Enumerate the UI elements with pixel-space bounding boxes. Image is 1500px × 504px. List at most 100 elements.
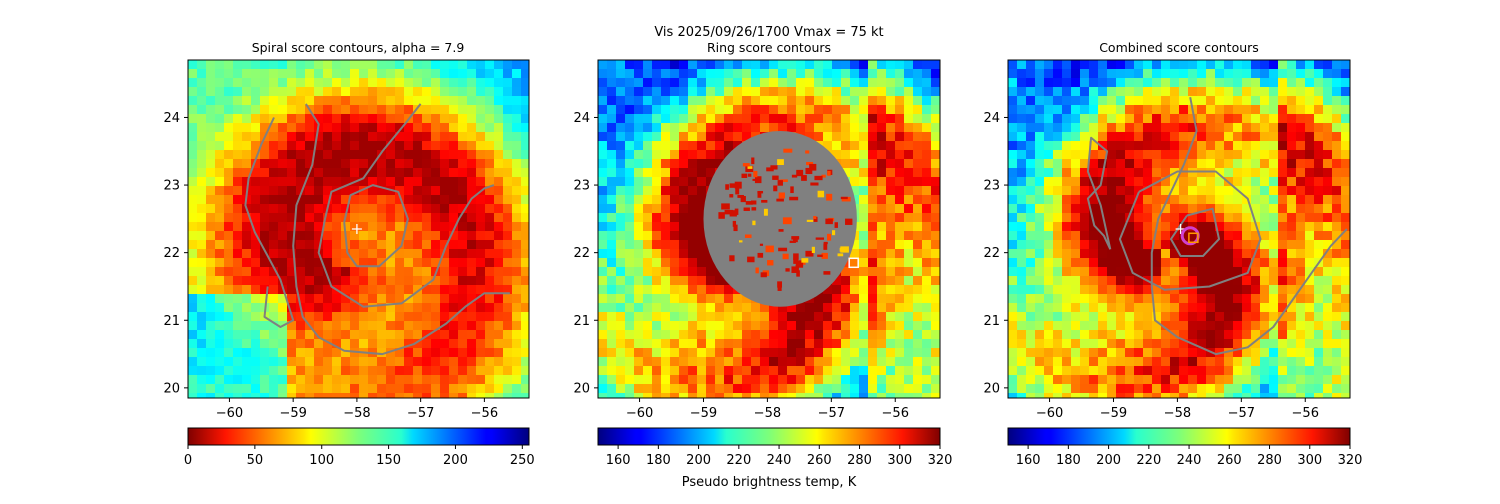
colorbar-tick-label: 200 xyxy=(443,453,468,468)
heatmap-cell xyxy=(895,132,905,142)
heatmap-cell xyxy=(413,195,423,205)
heatmap-cell xyxy=(1161,384,1171,394)
heatmap-cell xyxy=(850,87,860,97)
heatmap-cell xyxy=(1206,312,1216,322)
heatmap-cell xyxy=(1071,78,1081,88)
heatmap-cell xyxy=(1134,123,1144,133)
heatmap-cell xyxy=(1152,366,1162,376)
heatmap-cell xyxy=(841,276,851,286)
heatmap-cell xyxy=(1035,177,1045,187)
heatmap-cell xyxy=(278,150,288,160)
heatmap-cell xyxy=(1269,384,1279,394)
ring-score-hole xyxy=(793,253,799,260)
heatmap-cell xyxy=(512,321,522,331)
heatmap-cell xyxy=(305,96,315,106)
heatmap-cell xyxy=(1143,177,1153,187)
heatmap-cell xyxy=(625,96,635,106)
heatmap-cell xyxy=(670,258,680,268)
heatmap-cell xyxy=(413,366,423,376)
heatmap-cell xyxy=(413,348,423,358)
ring-score-hole xyxy=(740,196,746,203)
heatmap-cell xyxy=(278,267,288,277)
heatmap-cell xyxy=(332,213,342,223)
heatmap-cell xyxy=(1116,240,1126,250)
heatmap-cell xyxy=(832,276,842,286)
heatmap-cell xyxy=(1080,60,1090,70)
heatmap-cell xyxy=(1035,357,1045,367)
heatmap-cell xyxy=(1305,231,1315,241)
heatmap-cell xyxy=(1152,213,1162,223)
heatmap-cell xyxy=(494,105,504,115)
heatmap-cell xyxy=(1269,177,1279,187)
heatmap-cell xyxy=(206,96,216,106)
heatmap-cell xyxy=(386,348,396,358)
heatmap-cell xyxy=(224,168,234,178)
heatmap-cell xyxy=(1089,321,1099,331)
heatmap-cell xyxy=(1053,240,1063,250)
heatmap-cell xyxy=(1143,330,1153,340)
heatmap-cell xyxy=(206,141,216,151)
heatmap-cell xyxy=(931,330,940,340)
heatmap-cell xyxy=(715,150,725,160)
ring-score-hole xyxy=(791,236,800,240)
heatmap-cell xyxy=(1026,114,1036,124)
heatmap-cell xyxy=(476,303,486,313)
heatmap-cell xyxy=(305,330,315,340)
colorbar: 0 50 100 150 200 250 xyxy=(184,427,535,468)
heatmap-cell xyxy=(1152,312,1162,322)
heatmap-cell xyxy=(1233,375,1243,385)
heatmap-cell xyxy=(1044,186,1054,196)
heatmap-cell xyxy=(332,276,342,286)
heatmap-cell xyxy=(850,105,860,115)
heatmap-cell xyxy=(1053,195,1063,205)
heatmap-cell xyxy=(715,339,725,349)
heatmap-cell xyxy=(1287,78,1297,88)
heatmap-cell xyxy=(323,303,333,313)
heatmap-cell xyxy=(1089,204,1099,214)
heatmap-cell xyxy=(769,330,779,340)
heatmap-cell xyxy=(332,132,342,142)
heatmap-cell xyxy=(467,330,477,340)
heatmap-cell xyxy=(1314,312,1324,322)
heatmap-cell xyxy=(805,339,815,349)
heatmap-cell xyxy=(224,393,234,398)
heatmap-cell xyxy=(215,339,225,349)
heatmap-cell xyxy=(1188,159,1198,169)
y-tick-label: 20 xyxy=(573,381,590,396)
heatmap-cell xyxy=(1197,258,1207,268)
heatmap-cell xyxy=(395,69,405,79)
heatmap-cell xyxy=(1008,132,1018,142)
heatmap-cell xyxy=(1341,168,1350,178)
heatmap-cell xyxy=(1251,78,1261,88)
heatmap-cell xyxy=(706,258,716,268)
heatmap-cell xyxy=(922,96,932,106)
heatmap-cell xyxy=(422,132,432,142)
heatmap-cell xyxy=(1278,258,1288,268)
heatmap-cell xyxy=(616,393,626,398)
heatmap-cell xyxy=(1053,168,1063,178)
heatmap-cell xyxy=(679,150,689,160)
heatmap-cell xyxy=(697,132,707,142)
heatmap-cell xyxy=(1305,87,1315,97)
heatmap-cell xyxy=(467,78,477,88)
heatmap-cell xyxy=(521,78,529,88)
heatmap-cell xyxy=(269,123,279,133)
heatmap-cell xyxy=(697,312,707,322)
heatmap-cell xyxy=(1206,168,1216,178)
heatmap-cell xyxy=(904,267,914,277)
ring-score-hole xyxy=(751,157,755,165)
heatmap-cell xyxy=(413,222,423,232)
heatmap-cell xyxy=(260,285,270,295)
heatmap-cell xyxy=(458,375,468,385)
heatmap-cell xyxy=(598,60,608,70)
heatmap-cell xyxy=(224,375,234,385)
heatmap-cell xyxy=(733,393,743,398)
heatmap-cell xyxy=(1080,339,1090,349)
heatmap-cell xyxy=(503,267,513,277)
heatmap-cell xyxy=(1035,222,1045,232)
heatmap-cell xyxy=(868,321,878,331)
heatmap-cell xyxy=(661,222,671,232)
heatmap-cell xyxy=(688,222,698,232)
heatmap-cell xyxy=(188,204,198,214)
